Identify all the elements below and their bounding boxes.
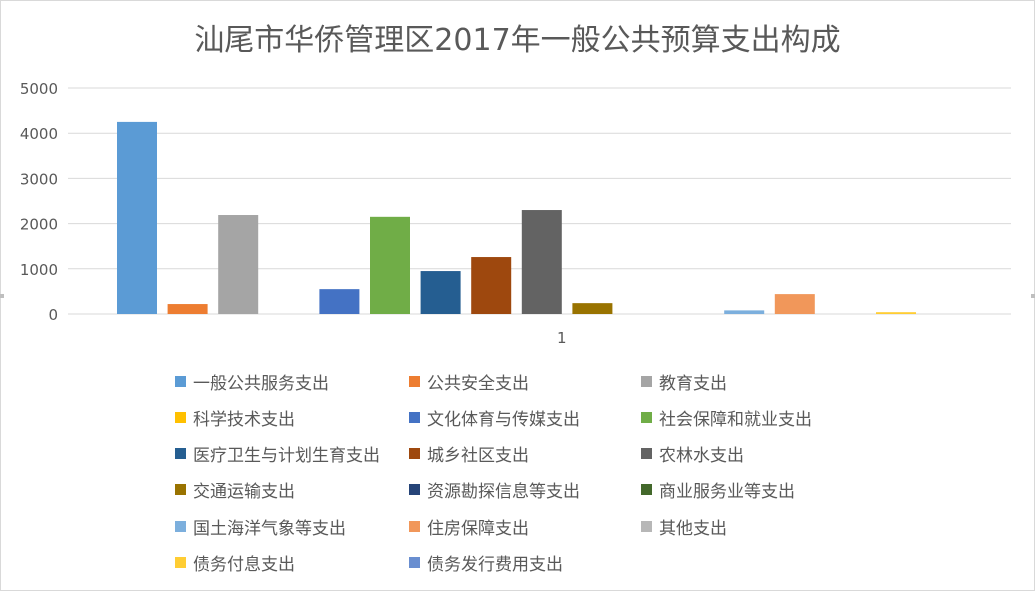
bar-9[interactable] [521,210,562,314]
legend-item[interactable]: 资源勘探信息等支出 [409,477,580,503]
resize-handle-left[interactable] [0,294,4,298]
legend-label: 交通运输支出 [193,482,295,503]
chart-title: 汕尾市华侨管理区2017年一般公共预算支出构成 [194,23,841,58]
y-tick-label: 5000 [20,80,58,98]
legend-label: 社会保障和就业支出 [659,409,812,430]
legend-swatch [409,557,420,568]
y-tick-label: 3000 [20,170,58,188]
legend-swatch [175,448,186,460]
legend-label: 住房保障支出 [427,518,529,539]
legend-item[interactable]: 教育支出 [641,368,727,394]
legend-label: 商业服务业等支出 [659,482,795,503]
bar-16[interactable] [876,312,916,314]
legend-item[interactable]: 债务发行费用支出 [409,550,563,576]
legend-item[interactable]: 住房保障支出 [409,513,529,539]
legend-label: 其他支出 [659,518,727,539]
legend-swatch [409,411,420,423]
legend-swatch [175,411,186,423]
y-tick-label: 4000 [20,125,58,143]
legend-swatch [409,520,420,532]
legend-item[interactable]: 科学技术支出 [175,404,295,430]
legend-label: 文化体育与传媒支出 [427,409,580,430]
legend-label: 资源勘探信息等支出 [427,482,580,503]
bar-3[interactable] [218,215,259,314]
legend-swatch [641,411,652,423]
legend-swatch [641,484,652,496]
legend-swatch [409,448,420,460]
bar-10[interactable] [572,303,613,314]
plot-area: 0 1000 2000 3000 4000 5000 1 [20,80,1011,347]
legend-item[interactable]: 其他支出 [641,513,727,539]
legend-item[interactable]: 国土海洋气象等支出 [175,513,346,539]
bar-2[interactable] [167,304,208,314]
legend-label: 教育支出 [659,373,727,394]
legend-label: 公共安全支出 [427,373,529,394]
legend-item[interactable]: 商业服务业等支出 [641,477,795,503]
legend-label: 农林水支出 [659,446,744,467]
bar-13[interactable] [724,310,765,314]
legend-item[interactable]: 医疗卫生与计划生育支出 [175,441,380,467]
legend-swatch [175,484,186,496]
legend-label: 国土海洋气象等支出 [193,518,346,539]
legend-swatch [641,448,652,460]
legend-item[interactable]: 交通运输支出 [175,477,295,503]
y-tick-label: 0 [48,306,58,324]
bar-14[interactable] [774,294,815,314]
resize-handle-right[interactable] [1031,294,1035,298]
legend-item[interactable]: 一般公共服务支出 [175,368,329,394]
legend-label: 一般公共服务支出 [193,373,329,394]
legend-label: 债务付息支出 [193,555,295,575]
legend-swatch [409,484,420,496]
legend-item[interactable]: 城乡社区支出 [409,441,529,467]
y-tick-label: 2000 [20,216,58,234]
bar-7[interactable] [420,271,461,314]
x-category-label: 1 [557,329,567,347]
legend-swatch [409,375,420,387]
legend-item[interactable]: 债务付息支出 [175,550,295,576]
bar-5[interactable] [319,289,360,314]
bar-8[interactable] [471,257,512,314]
legend-swatch [641,520,652,532]
legend-label: 城乡社区支出 [427,446,529,467]
legend-item[interactable]: 社会保障和就业支出 [641,404,812,430]
bar-6[interactable] [370,216,410,314]
legend-item[interactable]: 文化体育与传媒支出 [409,404,580,430]
bar-1[interactable] [117,121,157,315]
legend-swatch [641,375,652,387]
legend-swatch [175,375,186,387]
legend-swatch [175,557,186,568]
y-tick-label: 1000 [20,261,58,279]
legend-item[interactable]: 公共安全支出 [409,368,529,394]
legend-label: 科学技术支出 [193,409,295,430]
legend-item[interactable]: 农林水支出 [641,441,744,467]
legend-label: 债务发行费用支出 [427,555,563,575]
legend-label: 医疗卫生与计划生育支出 [193,446,380,467]
legend-swatch [175,520,186,532]
